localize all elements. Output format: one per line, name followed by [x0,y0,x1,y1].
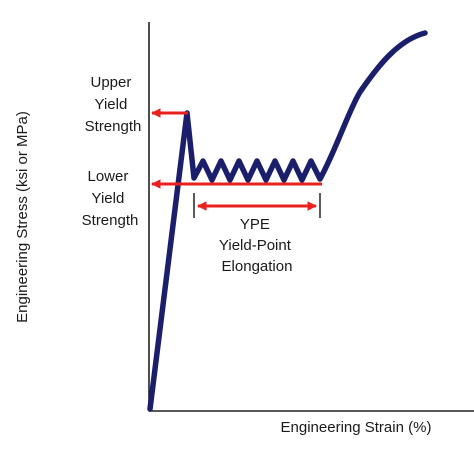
upper-yield-line-1: Upper [90,74,131,91]
lower-yield-line-2: Yield [92,190,125,207]
upper-yield-label: Upper Yield Strength [85,74,142,135]
ype-label: YPE Yield-Point Elongation [219,216,295,275]
ype-line-2: Yield-Point [219,237,292,254]
lower-yield-line-1: Lower [87,168,128,185]
upper-yield-line-3: Strength [85,118,142,135]
upper-yield-line-2: Yield [95,96,128,113]
lower-yield-label: Lower Yield Strength [82,168,139,229]
y-axis-title: Engineering Stress (ksi or MPa) [14,111,31,323]
stress-strain-curve [147,30,428,412]
x-axis-title: Engineering Strain (%) [281,419,432,436]
ype-line-1: YPE [240,216,270,233]
lower-yield-line-3: Strength [82,212,139,229]
ype-line-3: Elongation [222,258,293,275]
